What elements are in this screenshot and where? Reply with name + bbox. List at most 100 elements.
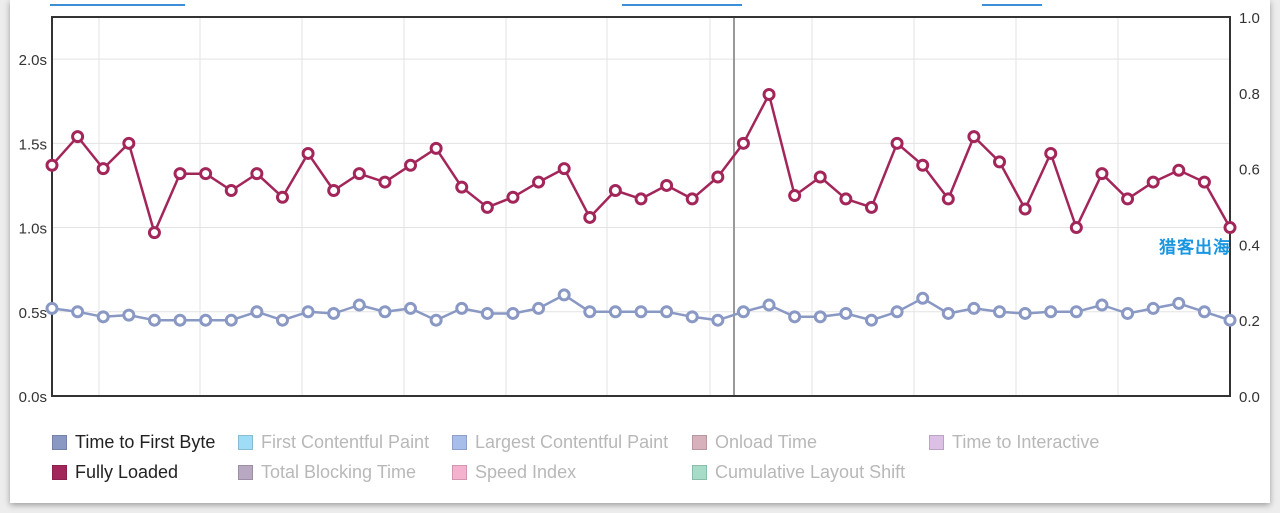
data-point-time-to-first-byte: [1223, 313, 1237, 327]
data-point-fully-loaded: [890, 136, 904, 150]
data-point-fully-loaded: [788, 189, 802, 203]
data-point-time-to-first-byte: [583, 305, 597, 319]
legend-item-largest-contentful-paint[interactable]: Largest Contentful Paint: [452, 430, 668, 454]
data-point-fully-loaded: [45, 158, 59, 172]
line-chart: 0.0s 0.5s 1.0s 1.5s 2.0s 0.0 0.2 0.4 0.6 0.8 1.0: [19, 4, 1260, 406]
data-point-time-to-first-byte: [685, 310, 699, 324]
data-point-fully-loaded: [301, 146, 315, 160]
data-point-time-to-first-byte: [736, 305, 750, 319]
data-point-time-to-first-byte: [96, 310, 110, 324]
legend-item-time-to-interactive[interactable]: Time to Interactive: [929, 430, 1099, 454]
data-point-time-to-first-byte: [993, 305, 1007, 319]
data-point-time-to-first-byte: [788, 310, 802, 324]
data-point-fully-loaded: [864, 200, 878, 214]
legend-swatch: [692, 434, 707, 450]
y2-axis-tick-label: 1.0: [1239, 10, 1260, 27]
data-point-time-to-first-byte: [327, 306, 341, 320]
data-point-fully-loaded: [660, 178, 674, 192]
data-point-time-to-first-byte: [506, 306, 520, 320]
data-point-fully-loaded: [71, 130, 85, 144]
data-point-time-to-first-byte: [916, 291, 930, 305]
y-axis-tick-label: 0.5s: [19, 305, 47, 322]
data-point-fully-loaded: [122, 136, 136, 150]
data-point-fully-loaded: [608, 183, 622, 197]
data-point-fully-loaded: [1044, 146, 1058, 160]
legend-label: Fully Loaded: [75, 461, 179, 482]
y2-axis-tick-label: 0.0: [1239, 389, 1260, 406]
data-point-fully-loaded: [378, 175, 392, 189]
data-point-fully-loaded: [1121, 192, 1135, 206]
legend-label: Largest Contentful Paint: [475, 431, 669, 452]
chart-legend: Time to First Byte First Contentful Pain…: [52, 430, 1252, 486]
data-point-fully-loaded: [250, 167, 264, 181]
data-point-time-to-first-byte: [275, 313, 289, 327]
data-point-time-to-first-byte: [1044, 305, 1058, 319]
legend-swatch: [52, 464, 67, 480]
data-point-fully-loaded: [352, 167, 366, 181]
legend-label: First Contentful Paint: [261, 431, 430, 452]
data-point-fully-loaded: [224, 183, 238, 197]
legend-swatch: [929, 434, 944, 450]
legend-item-first-contentful-paint[interactable]: First Contentful Paint: [238, 430, 429, 454]
data-point-fully-loaded: [147, 226, 161, 240]
y2-axis-tick-label: 0.6: [1239, 162, 1260, 179]
legend-item-time-to-first-byte[interactable]: Time to First Byte: [52, 430, 215, 454]
data-point-time-to-first-byte: [1095, 298, 1109, 312]
legend-item-speed-index[interactable]: Speed Index: [452, 460, 576, 484]
data-point-time-to-first-byte: [173, 313, 187, 327]
data-point-fully-loaded: [993, 155, 1007, 169]
data-point-time-to-first-byte: [404, 301, 418, 315]
legend-swatch: [692, 464, 707, 480]
data-point-fully-loaded: [941, 192, 955, 206]
legend-swatch: [452, 464, 467, 480]
data-point-fully-loaded: [1018, 202, 1032, 216]
series-line-fully-loaded: [51, 93, 1232, 234]
data-point-time-to-first-byte: [1146, 301, 1160, 315]
data-point-time-to-first-byte: [455, 301, 469, 315]
data-point-fully-loaded: [506, 190, 520, 204]
y-axis-tick-label: 1.5s: [19, 136, 47, 153]
legend-label: Onload Time: [715, 431, 818, 452]
legend-item-cumulative-layout-shift[interactable]: Cumulative Layout Shift: [692, 460, 905, 484]
data-point-time-to-first-byte: [480, 306, 494, 320]
data-point-fully-loaded: [634, 192, 648, 206]
data-point-time-to-first-byte: [890, 305, 904, 319]
y-axis-tick-label: 0.0s: [19, 389, 47, 406]
data-point-fully-loaded: [1197, 175, 1211, 189]
data-point-time-to-first-byte: [941, 306, 955, 320]
y-axis-tick-label: 2.0s: [19, 52, 47, 69]
legend-item-total-blocking-time[interactable]: Total Blocking Time: [238, 460, 416, 484]
data-point-time-to-first-byte: [1069, 305, 1083, 319]
data-point-time-to-first-byte: [532, 301, 546, 315]
data-point-fully-loaded: [455, 180, 469, 194]
data-point-time-to-first-byte: [762, 298, 776, 312]
data-point-time-to-first-byte: [71, 305, 85, 319]
data-point-fully-loaded: [583, 210, 597, 224]
data-point-fully-loaded: [173, 167, 187, 181]
data-point-time-to-first-byte: [199, 313, 213, 327]
data-point-fully-loaded: [532, 175, 546, 189]
data-point-fully-loaded: [404, 158, 418, 172]
y2-axis-tick-label: 0.2: [1239, 313, 1260, 330]
data-point-time-to-first-byte: [864, 313, 878, 327]
data-point-time-to-first-byte: [557, 288, 571, 302]
data-point-fully-loaded: [711, 170, 725, 184]
data-point-time-to-first-byte: [1121, 306, 1135, 320]
data-point-fully-loaded: [429, 141, 443, 155]
legend-label: Speed Index: [475, 461, 577, 482]
data-point-fully-loaded: [1069, 221, 1083, 235]
data-point-time-to-first-byte: [1018, 306, 1032, 320]
data-point-time-to-first-byte: [250, 305, 264, 319]
data-point-fully-loaded: [1172, 163, 1186, 177]
data-point-time-to-first-byte: [378, 305, 392, 319]
data-point-fully-loaded: [839, 192, 853, 206]
legend-item-onload-time[interactable]: Onload Time: [692, 430, 817, 454]
data-point-time-to-first-byte: [608, 305, 622, 319]
plot-frame: [51, 16, 1231, 397]
legend-item-fully-loaded[interactable]: Fully Loaded: [52, 460, 178, 484]
data-point-time-to-first-byte: [352, 298, 366, 312]
data-point-fully-loaded: [327, 183, 341, 197]
data-point-time-to-first-byte: [45, 301, 59, 315]
data-point-time-to-first-byte: [813, 310, 827, 324]
data-point-fully-loaded: [275, 190, 289, 204]
